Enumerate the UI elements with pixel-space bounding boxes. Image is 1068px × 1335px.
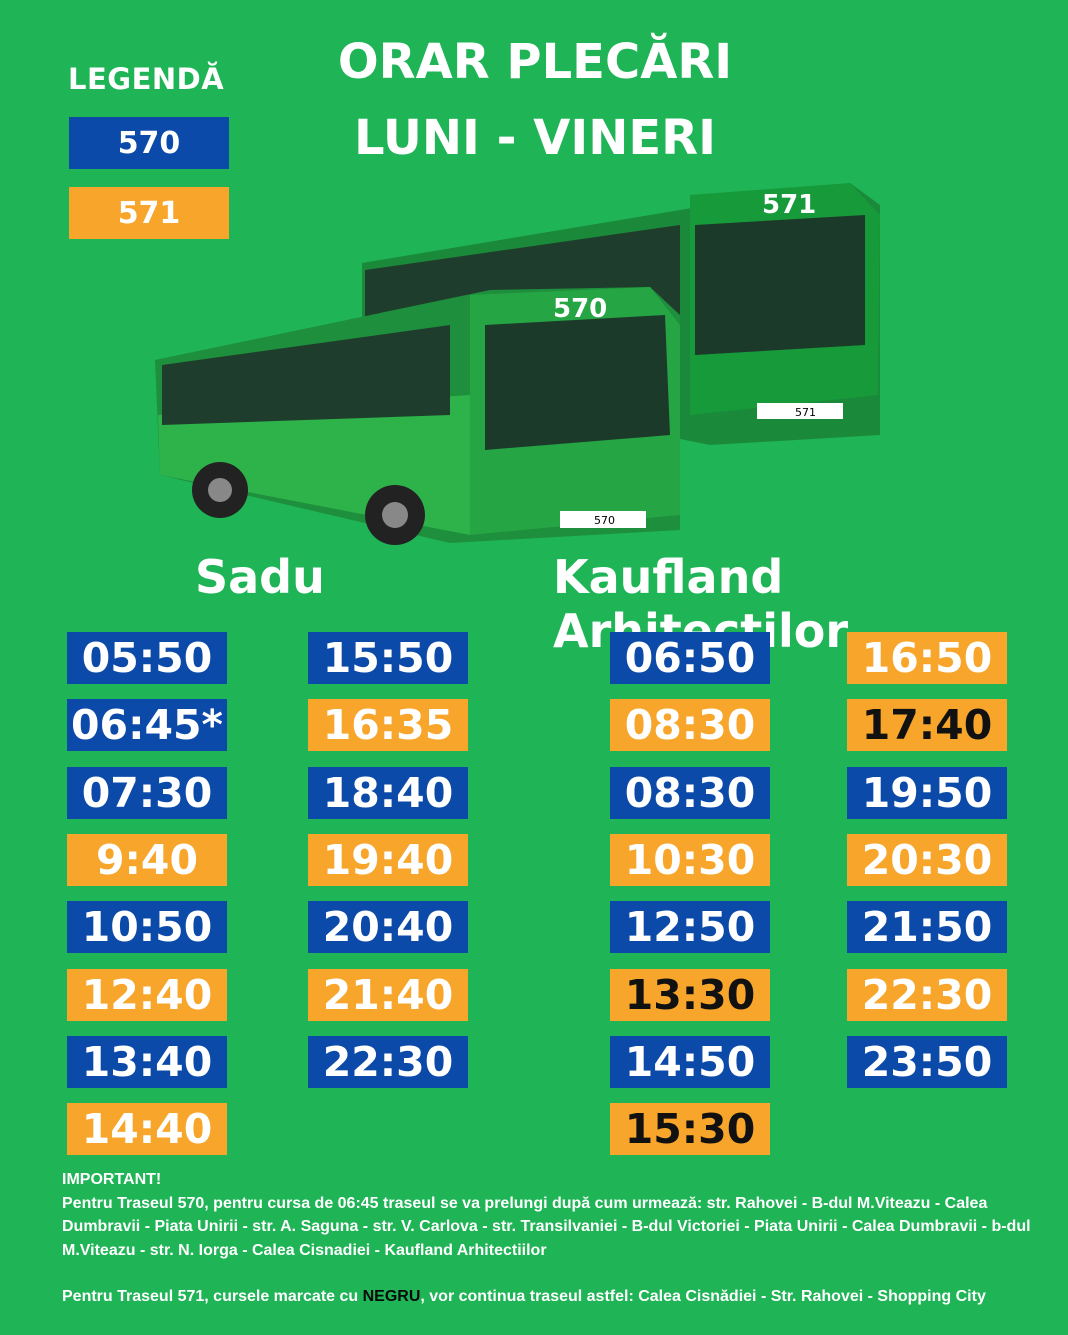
departure-570: 12:50 <box>610 901 770 954</box>
departure-570: 06:50 <box>610 632 770 684</box>
departure-571: 16:35 <box>308 699 468 752</box>
departure-570: 15:50 <box>308 632 468 684</box>
departure-571: 22:30 <box>847 968 1007 1021</box>
bus-illustration: 571 571 570 570 <box>155 183 880 545</box>
note-571-highlight: NEGRU <box>362 1288 421 1305</box>
departure-570: 22:30 <box>308 1035 468 1088</box>
departure-570: 10:50 <box>67 901 227 954</box>
note-571-text: Pentru Traseul 571, cursele marcate cu <box>62 1288 363 1305</box>
note-570: Pentru Traseul 570, pentru cursa de 06:4… <box>62 1194 1031 1259</box>
departure-570: 14:50 <box>610 1035 770 1088</box>
departure-571: 12:40 <box>67 968 227 1021</box>
bus-570-image: 570 570 <box>155 287 680 545</box>
bus-571-plate: 571 <box>795 406 816 419</box>
departure-571: 10:30 <box>610 833 770 886</box>
bus-570-label: 570 <box>553 294 607 324</box>
departure-571: 16:50 <box>847 632 1007 684</box>
departure-570: 07:30 <box>67 766 227 819</box>
station-kaufland: Kaufland Arhitecților <box>553 550 849 658</box>
legend-571: 571 <box>69 187 229 239</box>
departure-571: 14:40 <box>67 1103 227 1156</box>
departure-570: 05:50 <box>67 632 227 684</box>
notes-heading: IMPORTANT! <box>62 1171 162 1188</box>
departure-571: 19:40 <box>308 833 468 886</box>
page-title: ORAR PLECĂRI <box>337 34 733 90</box>
departure-571: 15:30 <box>610 1103 770 1156</box>
departure-570: 13:40 <box>67 1035 227 1088</box>
departure-570: 08:30 <box>610 766 770 819</box>
departure-571: 13:30 <box>610 968 770 1021</box>
bus-570-plate: 570 <box>594 514 615 527</box>
departure-570: 20:40 <box>308 901 468 954</box>
departure-571: 17:40 <box>847 699 1007 752</box>
notes: IMPORTANT! Pentru Traseul 570, pentru cu… <box>62 1168 1052 1309</box>
departure-570: 23:50 <box>847 1035 1007 1088</box>
departure-570: 21:50 <box>847 901 1007 954</box>
departure-571: 9:40 <box>67 833 227 886</box>
legend-570: 570 <box>69 117 229 169</box>
note-571-text-end: , vor continua traseul astfel: Calea Cis… <box>420 1288 986 1305</box>
bus-571-label: 571 <box>762 190 816 220</box>
page-subtitle: LUNI - VINERI <box>353 110 716 166</box>
departure-570: 19:50 <box>847 766 1007 819</box>
station-sadu: Sadu <box>195 550 325 604</box>
legend-title: LEGENDĂ <box>68 62 225 96</box>
note-571: Pentru Traseul 571, cursele marcate cu N… <box>62 1285 1052 1309</box>
departure-571: 21:40 <box>308 968 468 1021</box>
departure-570: 18:40 <box>308 766 468 819</box>
departure-571: 08:30 <box>610 699 770 752</box>
departure-570: 06:45* <box>67 699 227 752</box>
departure-571: 20:30 <box>847 833 1007 886</box>
